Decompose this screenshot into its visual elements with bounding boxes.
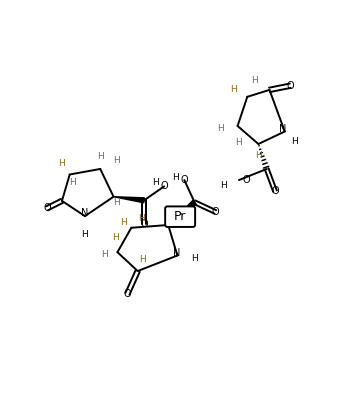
Text: H: H <box>251 76 258 85</box>
Text: H: H <box>255 150 262 160</box>
Text: O: O <box>243 175 250 185</box>
Text: H: H <box>173 173 179 182</box>
Text: O: O <box>271 186 279 196</box>
Text: N: N <box>279 124 286 134</box>
Text: H: H <box>113 198 120 207</box>
Text: O: O <box>140 219 148 229</box>
Text: H: H <box>120 218 127 227</box>
Text: H: H <box>236 138 242 147</box>
Text: H: H <box>139 255 146 263</box>
Text: H: H <box>101 250 108 259</box>
Text: H: H <box>291 137 298 146</box>
Text: H: H <box>113 156 120 165</box>
Text: O: O <box>286 81 294 91</box>
Text: O: O <box>212 207 219 217</box>
Text: H: H <box>58 160 65 168</box>
Text: H: H <box>112 233 119 242</box>
Text: H: H <box>220 181 227 190</box>
Text: O: O <box>160 181 168 192</box>
Text: H: H <box>191 254 198 263</box>
Text: H: H <box>166 212 173 221</box>
Polygon shape <box>168 200 196 225</box>
Text: O: O <box>180 175 188 185</box>
Text: O: O <box>124 289 131 299</box>
Text: H: H <box>81 229 88 239</box>
Text: H: H <box>139 214 145 224</box>
Text: H: H <box>97 152 103 161</box>
FancyBboxPatch shape <box>165 207 195 227</box>
Text: O: O <box>43 203 51 213</box>
Text: H: H <box>69 178 76 187</box>
Text: H: H <box>230 85 237 94</box>
Text: H: H <box>218 124 224 133</box>
Text: N: N <box>173 248 180 258</box>
Text: Pr: Pr <box>174 210 186 223</box>
Polygon shape <box>113 197 144 203</box>
Text: N: N <box>81 208 89 218</box>
Text: H: H <box>153 178 159 187</box>
